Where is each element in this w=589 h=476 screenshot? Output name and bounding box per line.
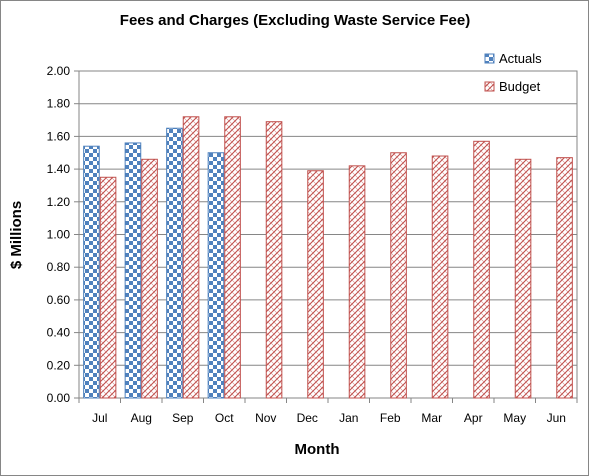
y-axis-ticks: 0.00 0.20 0.40 0.60 0.80 1.00 1.20 1.40 1.60 1.80…	[47, 64, 79, 405]
y-tick-label: 1.20	[47, 195, 71, 209]
bar-budget-dec	[307, 170, 324, 399]
y-tick-label: 0.20	[47, 358, 71, 372]
x-tick-label: Jun	[547, 411, 566, 425]
y-tick-label: 0.80	[47, 260, 71, 274]
bar-budget-aug	[141, 158, 158, 399]
legend: Actuals Budget	[484, 51, 542, 94]
x-tick-label: Nov	[255, 411, 276, 425]
y-tick-label: 2.00	[47, 64, 71, 78]
bar-actuals-oct	[207, 152, 225, 399]
bar-actuals-jul	[83, 145, 100, 399]
x-tick-label: Feb	[380, 411, 401, 425]
x-tick-label: May	[503, 411, 526, 425]
bar-actuals-aug	[124, 142, 142, 399]
x-tick-label: Dec	[297, 411, 318, 425]
bar-budget-mar	[431, 155, 449, 399]
legend-swatch	[484, 53, 495, 64]
x-tick-label: Sep	[172, 411, 194, 425]
bar-budget-may	[514, 158, 532, 399]
x-tick-label: Aug	[131, 411, 152, 425]
y-tick-label: 1.60	[47, 129, 71, 143]
bars	[83, 116, 573, 399]
x-tick-label: Oct	[215, 411, 234, 425]
legend-label: Actuals	[499, 51, 542, 66]
bar-budget-jul	[99, 176, 117, 399]
y-axis-title: $ Millions	[8, 201, 25, 269]
y-tick-label: 1.80	[47, 97, 71, 111]
bar-budget-nov	[265, 121, 283, 399]
bar-budget-apr	[473, 140, 490, 399]
bar-budget-jan	[348, 165, 366, 399]
legend-swatch	[484, 81, 495, 92]
legend-label: Budget	[499, 79, 541, 94]
x-tick-label: Jan	[339, 411, 358, 425]
bar-actuals-sep	[166, 127, 183, 399]
bar-budget-sep	[182, 116, 200, 399]
bar-budget-oct	[224, 116, 241, 399]
y-tick-label: 1.40	[47, 162, 71, 176]
bar-budget-feb	[390, 152, 407, 399]
x-tick-label: Apr	[464, 411, 483, 425]
x-tick-label: Mar	[421, 411, 442, 425]
y-tick-label: 1.00	[47, 228, 71, 242]
y-tick-label: 0.00	[47, 391, 71, 405]
y-tick-label: 0.60	[47, 293, 71, 307]
bar-budget-jun	[556, 157, 573, 399]
y-tick-label: 0.40	[47, 326, 71, 340]
x-tick-label: Jul	[92, 411, 107, 425]
chart-title: Fees and Charges (Excluding Waste Servic…	[120, 12, 470, 29]
x-axis-title: Month	[295, 441, 340, 458]
x-axis-ticks: Jul Aug Sep Oct Nov Dec Jan Feb Mar Apr May Jun	[78, 398, 578, 425]
